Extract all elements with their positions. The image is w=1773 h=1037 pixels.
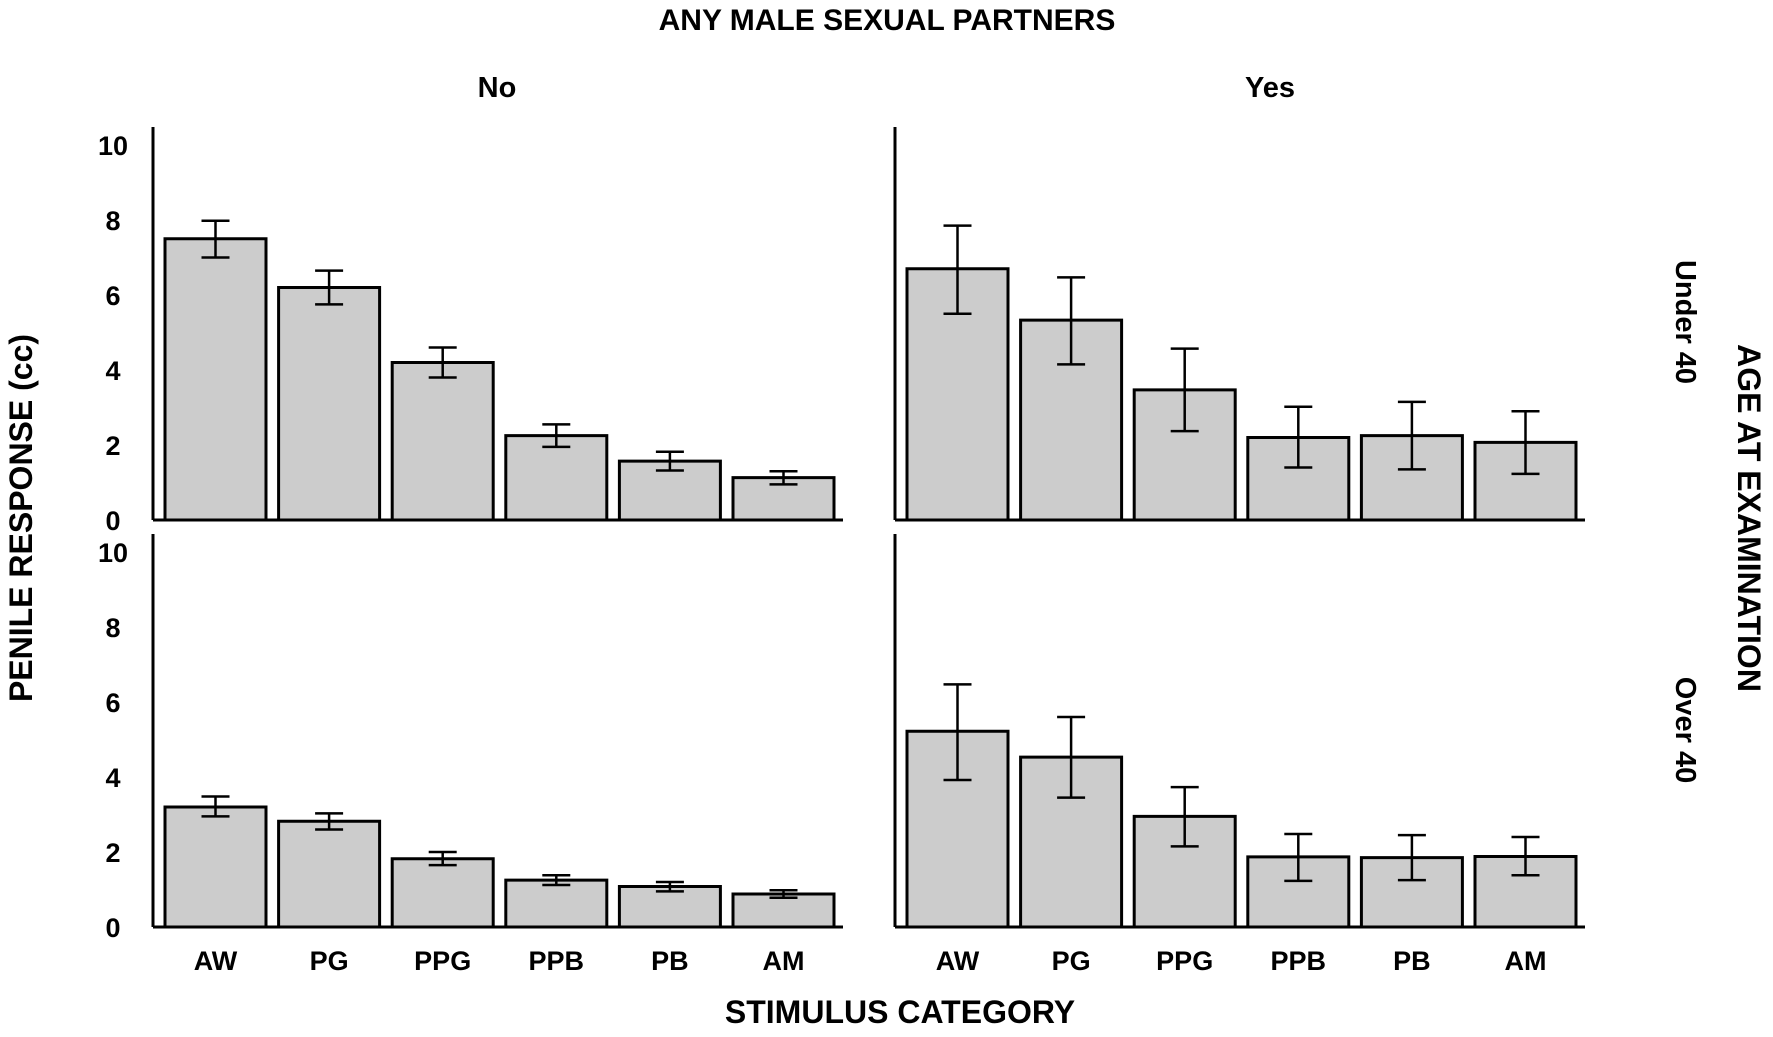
bar-pb bbox=[617, 459, 722, 522]
y-tick-label: 4 bbox=[105, 356, 120, 386]
panel-no-under-40: 0 2 4 6 8 10 bbox=[98, 127, 843, 536]
bar-aw bbox=[163, 805, 268, 929]
y-axis-title: PENILE RESPONSE (cc) bbox=[3, 334, 39, 702]
error-bar-pg bbox=[1057, 715, 1086, 799]
row-title-over-40: Over 40 bbox=[1669, 677, 1701, 783]
x-tick-label: PPG bbox=[414, 946, 471, 976]
x-tick-label: PPB bbox=[529, 946, 585, 976]
x-tick-label: PPG bbox=[1156, 946, 1213, 976]
error-bar-am bbox=[1511, 410, 1540, 476]
x-tick-label: PG bbox=[1052, 946, 1091, 976]
error-bar-pb bbox=[655, 880, 684, 893]
bar-am bbox=[731, 476, 836, 522]
y-tick-label: 4 bbox=[105, 763, 120, 793]
bar-pg bbox=[277, 286, 382, 522]
chart-title: ANY MALE SEXUAL PARTNERS bbox=[659, 4, 1116, 37]
error-bar-am bbox=[769, 470, 798, 486]
error-bar-ppb bbox=[542, 423, 571, 449]
bar-ppb bbox=[504, 878, 609, 929]
x-tick-label: AM bbox=[1505, 946, 1547, 976]
y-tick-label: 6 bbox=[105, 281, 120, 311]
error-bar-aw bbox=[943, 683, 972, 782]
error-bar-pg bbox=[315, 269, 344, 306]
y-tick-label: 2 bbox=[105, 431, 120, 461]
error-bar-aw bbox=[201, 219, 230, 259]
y-tick-label: 8 bbox=[105, 206, 120, 236]
row-group-title: AGE AT EXAMINATION bbox=[1731, 344, 1767, 692]
error-bar-pb bbox=[1397, 400, 1426, 471]
x-axis-title: STIMULUS CATEGORY bbox=[725, 994, 1075, 1030]
bar-ppb bbox=[504, 434, 609, 522]
x-tick-label: AM bbox=[763, 946, 805, 976]
x-tick-label: PB bbox=[651, 946, 689, 976]
panel-no-over-40: 0 2 4 6 8 10 AW PG PPG PPB PB AM bbox=[98, 534, 843, 976]
bar-ppg bbox=[390, 361, 495, 522]
error-bar-ppg bbox=[428, 346, 457, 379]
error-bar-pg bbox=[1057, 276, 1086, 366]
bar-ppg bbox=[390, 857, 495, 929]
error-bar-ppg bbox=[1170, 347, 1199, 433]
error-bar-am bbox=[769, 889, 798, 899]
row-title-under-40: Under 40 bbox=[1669, 260, 1701, 384]
y-tick-label: 10 bbox=[98, 538, 128, 568]
x-tick-label: PG bbox=[310, 946, 349, 976]
error-bar-am bbox=[1511, 835, 1540, 877]
column-title-yes: Yes bbox=[1245, 72, 1295, 104]
error-bar-aw bbox=[943, 224, 972, 315]
x-tick-label: PPB bbox=[1271, 946, 1327, 976]
error-bar-pb bbox=[1397, 833, 1426, 882]
x-tick-label: PB bbox=[1393, 946, 1431, 976]
error-bar-pg bbox=[315, 812, 344, 831]
error-bar-ppg bbox=[1170, 785, 1199, 848]
error-bar-ppb bbox=[1284, 405, 1313, 469]
column-title-no: No bbox=[478, 72, 517, 104]
y-tick-label: 6 bbox=[105, 688, 120, 718]
y-tick-label: 0 bbox=[105, 506, 120, 536]
y-tick-label: 2 bbox=[105, 838, 120, 868]
error-bar-pb bbox=[655, 450, 684, 472]
y-tick-label: 8 bbox=[105, 613, 120, 643]
error-bar-ppb bbox=[1284, 832, 1313, 883]
panel-yes-over-40: AW PG PPG PPB PB AM bbox=[893, 534, 1585, 976]
error-bar-ppb bbox=[542, 874, 571, 887]
error-bar-aw bbox=[201, 795, 230, 818]
x-tick-label: AW bbox=[194, 946, 238, 976]
bar-pg bbox=[277, 819, 382, 929]
error-bar-ppg bbox=[428, 850, 457, 867]
bar-pb bbox=[617, 885, 722, 929]
bar-aw bbox=[163, 237, 268, 522]
bar-am bbox=[731, 892, 836, 929]
x-tick-label: AW bbox=[936, 946, 980, 976]
panel-yes-under-40 bbox=[893, 127, 1585, 522]
y-tick-label: 10 bbox=[98, 131, 128, 161]
y-tick-label: 0 bbox=[105, 913, 120, 943]
